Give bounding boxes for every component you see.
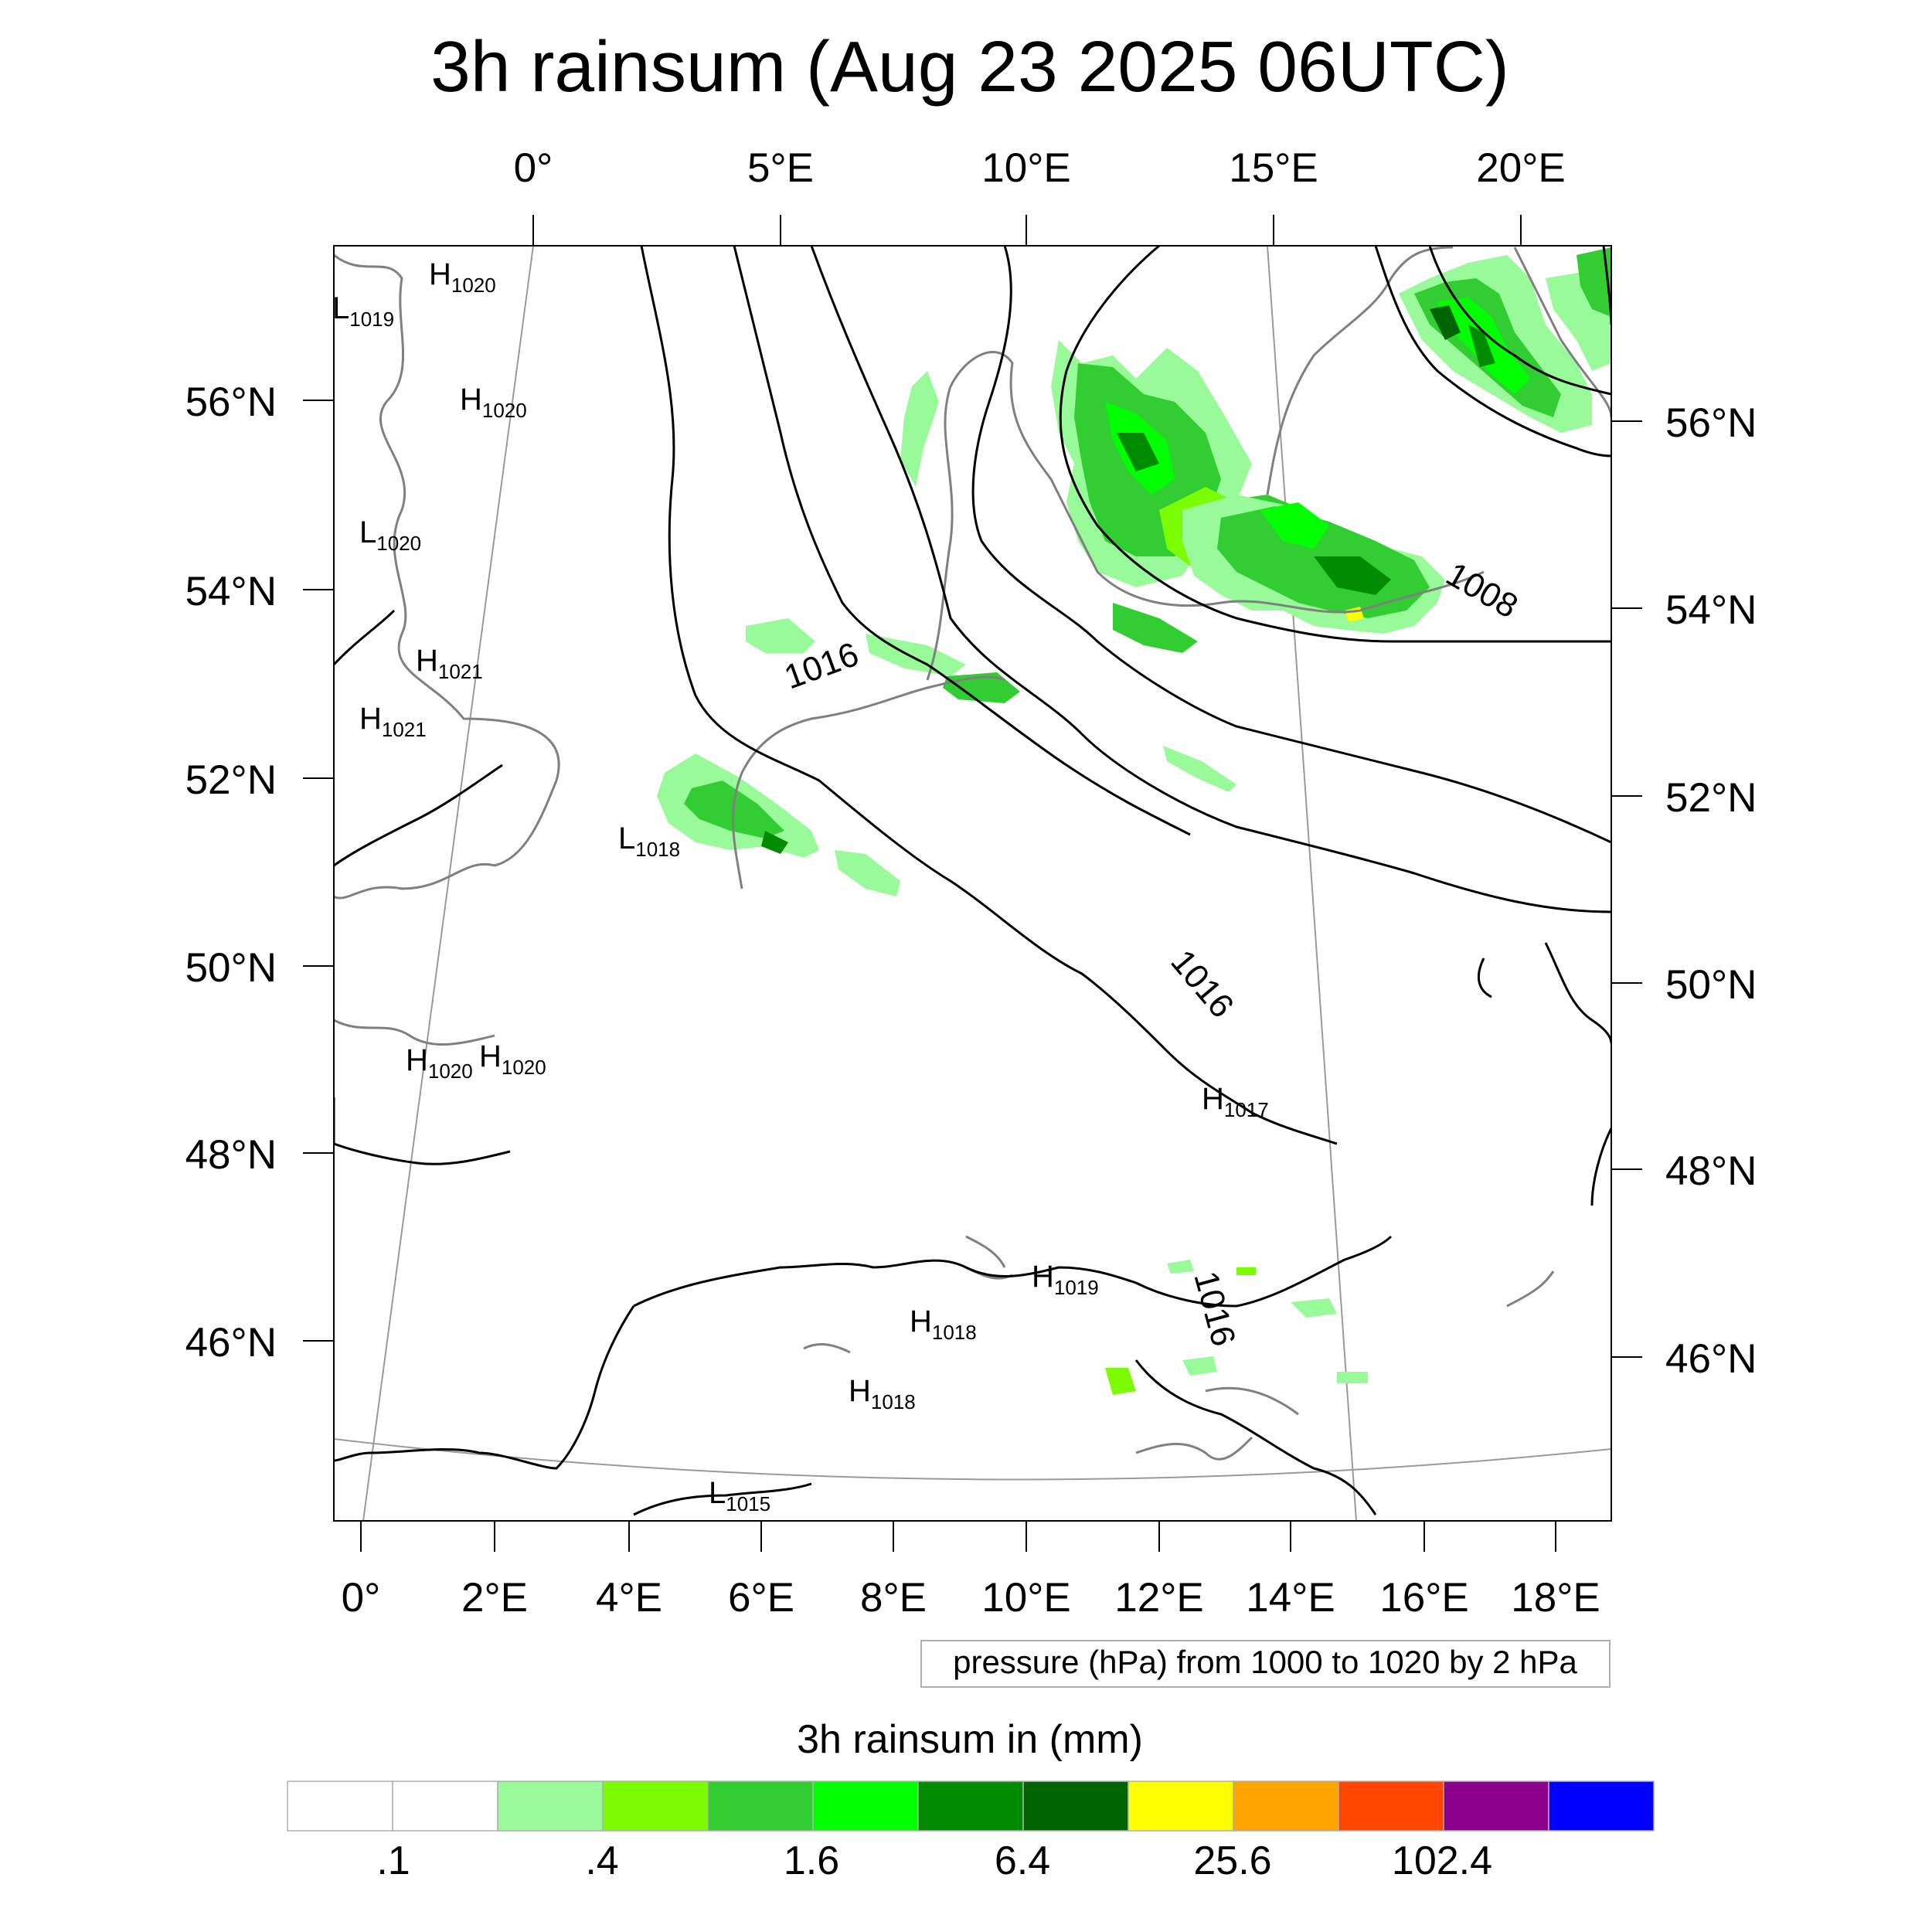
bottom-lon-label: 18°E [1511,1575,1600,1621]
colorbar-box [602,1781,709,1832]
bottom-lon-label: 4°E [596,1575,662,1621]
colorbar-box [392,1781,498,1832]
pressure-center-label: L1015 [709,1476,770,1515]
right-lat-label: 46°N [1665,1336,1757,1382]
bottom-lon-label: 16°E [1379,1575,1469,1621]
colorbar-label: .4 [585,1838,618,1883]
bottom-lon-label: 6°E [728,1575,794,1621]
left-lat-label: 48°N [185,1132,277,1178]
colorbar-label: 102.4 [1392,1838,1492,1883]
bottom-lon-label: 10°E [981,1575,1071,1621]
colorbar-box [707,1781,814,1832]
left-lat-labels: 56°N 54°N 52°N 50°N 48°N 46°N [185,379,277,1366]
right-lat-label: 56°N [1665,400,1757,446]
graticule [334,246,1611,1521]
colorbar-box [287,1781,393,1832]
pressure-center-label: L1020 [359,515,421,555]
colorbar-title: 3h rainsum in (mm) [797,1717,1143,1762]
top-lon-labels: 0° 5°E 10°E 15°E 20°E [514,145,1566,191]
left-lat-label: 52°N [185,757,277,803]
colorbar-label: 6.4 [995,1838,1050,1883]
map-frame [333,245,1612,1522]
right-lat-label: 48°N [1665,1148,1757,1194]
coastlines [334,246,1611,1461]
colorbar-box [497,1781,604,1832]
top-lon-label: 10°E [981,145,1071,191]
right-lat-label: 54°N [1665,587,1757,633]
map-title: 3h rainsum (Aug 23 2025 06UTC) [430,26,1509,107]
colorbar-box [1338,1781,1444,1832]
axis-ticks [303,215,1642,1552]
bottom-lon-label: 14°E [1246,1575,1335,1621]
colorbar-box [1128,1781,1234,1832]
colorbar-label: .1 [376,1838,410,1883]
pressure-center-label: H1020 [406,1043,473,1083]
left-lat-label: 54°N [185,569,277,614]
colorbar-label: 1.6 [784,1838,839,1883]
pressure-center-label: H1020 [429,257,496,297]
colorbar-box [1443,1781,1549,1832]
left-lat-label: 56°N [185,379,277,425]
pressure-center-labels: L1019 H1020 H1020 L1020 H1021 H1021 L101… [332,257,1269,1515]
bottom-lon-label: 12°E [1114,1575,1204,1621]
top-lon-label: 5°E [747,145,814,191]
top-lon-label: 20°E [1476,145,1566,191]
bottom-lon-label: 2°E [461,1575,528,1621]
pressure-center-label: H1020 [479,1039,546,1079]
isobars [334,246,1611,1516]
left-lat-label: 50°N [185,945,277,991]
right-lat-label: 52°N [1665,775,1757,821]
bottom-lon-label: 8°E [860,1575,927,1621]
contour-info-text: pressure (hPa) from 1000 to 1020 by 2 hP… [953,1644,1577,1680]
pressure-center-label: H1021 [359,702,427,741]
pressure-center-label: L1018 [618,821,680,861]
colorbar-box [1233,1781,1339,1832]
colorbar-label: 25.6 [1193,1838,1271,1883]
pressure-center-label: H1017 [1202,1082,1269,1121]
colorbar-box [1548,1781,1655,1832]
pressure-center-label: H1019 [1032,1260,1099,1299]
contour-label: 1016 [1163,943,1240,1025]
pressure-center-label: H1018 [910,1304,977,1344]
right-lat-label: 50°N [1665,962,1757,1008]
contour-label: 1016 [1186,1267,1243,1350]
top-lon-label: 0° [514,145,553,191]
top-lon-label: 15°E [1229,145,1318,191]
pressure-center-label: H1020 [460,383,527,422]
pressure-center-label: L1019 [332,291,394,331]
colorbar-box [917,1781,1024,1832]
colorbar: 3h rainsum in (mm) .1 .4 1.6 6.4 25.6 10… [287,1717,1655,1883]
contour-value-labels: 1016 1008 1016 1016 [780,555,1525,1350]
pressure-center-label: H1021 [416,644,483,683]
contour-info-box: pressure (hPa) from 1000 to 1020 by 2 hP… [920,1640,1611,1688]
colorbar-box [1022,1781,1129,1832]
right-lat-labels: 56°N 54°N 52°N 50°N 48°N 46°N [1665,400,1757,1382]
contour-label: 1008 [1440,555,1524,625]
colorbar-box [812,1781,919,1832]
precipitation-field [657,247,1611,1395]
bottom-lon-labels: 0° 2°E 4°E 6°E 8°E 10°E 12°E 14°E 16°E 1… [342,1575,1600,1621]
pressure-center-label: H1018 [849,1374,916,1413]
bottom-lon-label: 0° [342,1575,381,1621]
left-lat-label: 46°N [185,1320,277,1366]
map-area [334,246,1611,1521]
colorbar-boxes [287,1781,1655,1832]
